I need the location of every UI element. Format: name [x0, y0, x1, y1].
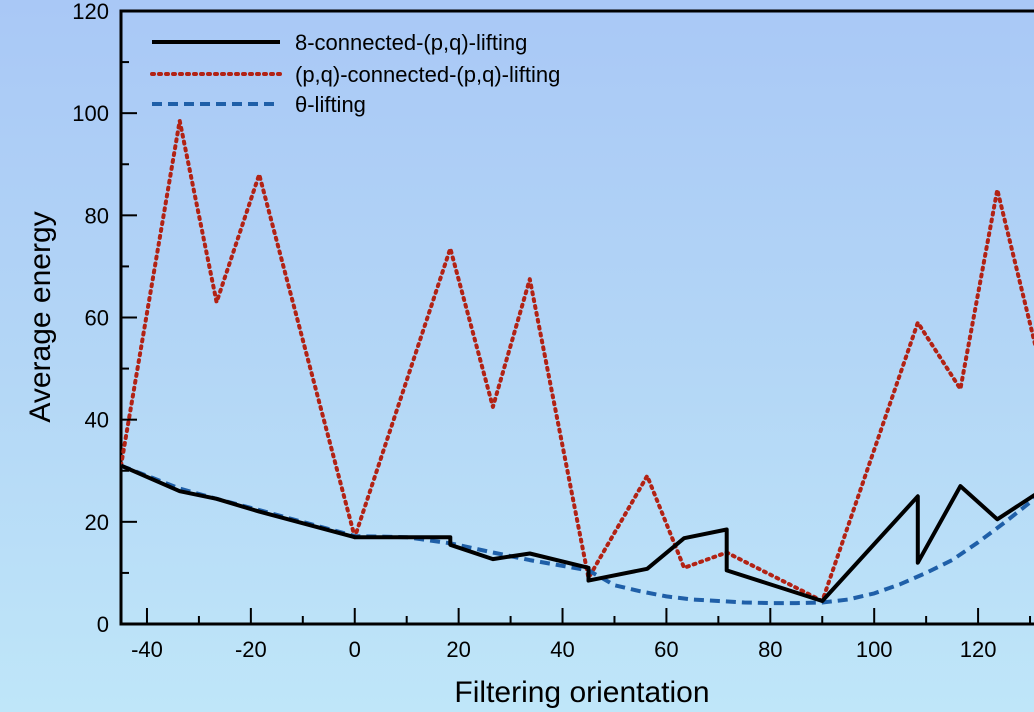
x-tick-label: -20: [235, 637, 267, 662]
y-tick-label: 60: [85, 306, 109, 331]
series-line-2: [121, 463, 1034, 606]
legend-label-8-connected: 8-connected-(p,q)-lifting: [295, 30, 527, 55]
x-tick-label: 120: [960, 637, 997, 662]
x-tick-label: 0: [349, 637, 361, 662]
y-axis-label: Average energy: [24, 211, 57, 422]
y-tick-label: 120: [72, 0, 109, 24]
y-tick-label: 80: [85, 203, 109, 228]
legend: 8-connected-(p,q)-lifting (p,q)-connecte…: [150, 30, 560, 117]
x-tick-label: 60: [654, 637, 678, 662]
legend-label-pq-connected: (p,q)-connected-(p,q)-lifting: [295, 62, 560, 87]
x-tick-label: 80: [758, 637, 782, 662]
legend-label-theta: θ-lifting: [295, 92, 366, 117]
series-line-1: [121, 118, 1034, 603]
x-tick-label: -40: [131, 637, 163, 662]
x-tick-label: 20: [446, 637, 470, 662]
x-tick-label: 100: [856, 637, 893, 662]
series-line-0: [121, 463, 1034, 603]
y-tick-label: 40: [85, 408, 109, 433]
y-tick-label: 20: [85, 510, 109, 535]
x-tick-label: 40: [550, 637, 574, 662]
y-tick-label: 0: [97, 612, 109, 637]
x-axis-label: Filtering orientation: [454, 676, 709, 709]
y-tick-label: 100: [72, 101, 109, 126]
